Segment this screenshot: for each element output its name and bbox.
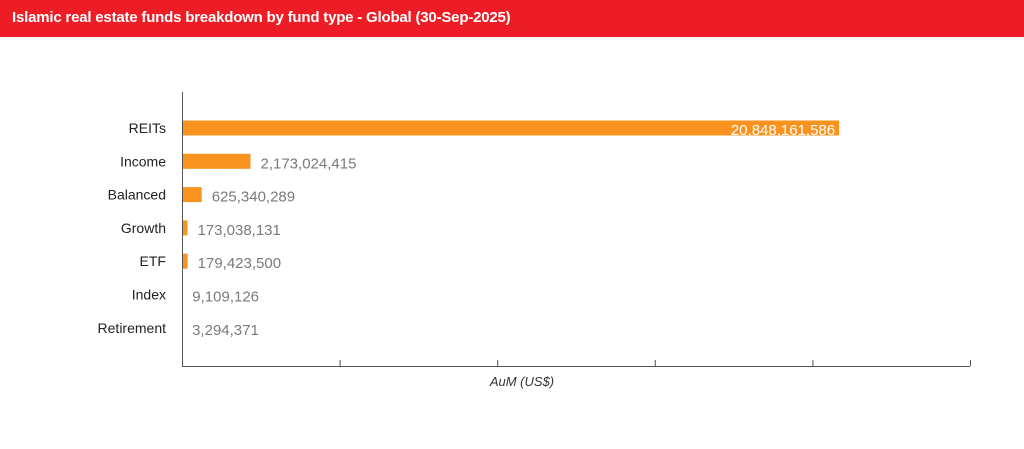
category-label-growth: Growth (121, 220, 166, 236)
category-label-retirement: Retirement (98, 320, 167, 336)
value-label-growth: 173,038,131 (197, 222, 280, 239)
category-label-reits: REITs (129, 120, 166, 136)
bar-balanced (182, 187, 202, 203)
bar-income (182, 153, 251, 169)
value-label-etf: 179,423,500 (198, 255, 281, 272)
bars-layer (182, 120, 840, 336)
category-label-balanced: Balanced (108, 187, 166, 203)
value-label-reits: 20,848,161,586 (731, 122, 835, 139)
category-label-index: Index (132, 287, 166, 303)
axis-layer (182, 92, 971, 367)
chart-title: Islamic real estate funds breakdown by f… (12, 9, 511, 26)
category-label-etf: ETF (140, 253, 166, 269)
category-label-income: Income (120, 153, 166, 169)
x-axis-title: AuM (US$) (489, 374, 554, 389)
bar-reits (182, 120, 840, 136)
value-label-balanced: 625,340,289 (212, 189, 295, 206)
labels-layer: REITs 20,848,161,586 Income 2,173,024,415 Ba… (98, 120, 836, 339)
value-label-index: 9,109,126 (192, 289, 259, 306)
value-label-income: 2,173,024,415 (260, 155, 356, 172)
bar-etf (182, 253, 188, 269)
chart-header: Islamic real estate funds breakdown by f… (0, 0, 1024, 37)
bar-growth (182, 220, 188, 236)
value-label-retirement: 3,294,371 (192, 322, 259, 339)
